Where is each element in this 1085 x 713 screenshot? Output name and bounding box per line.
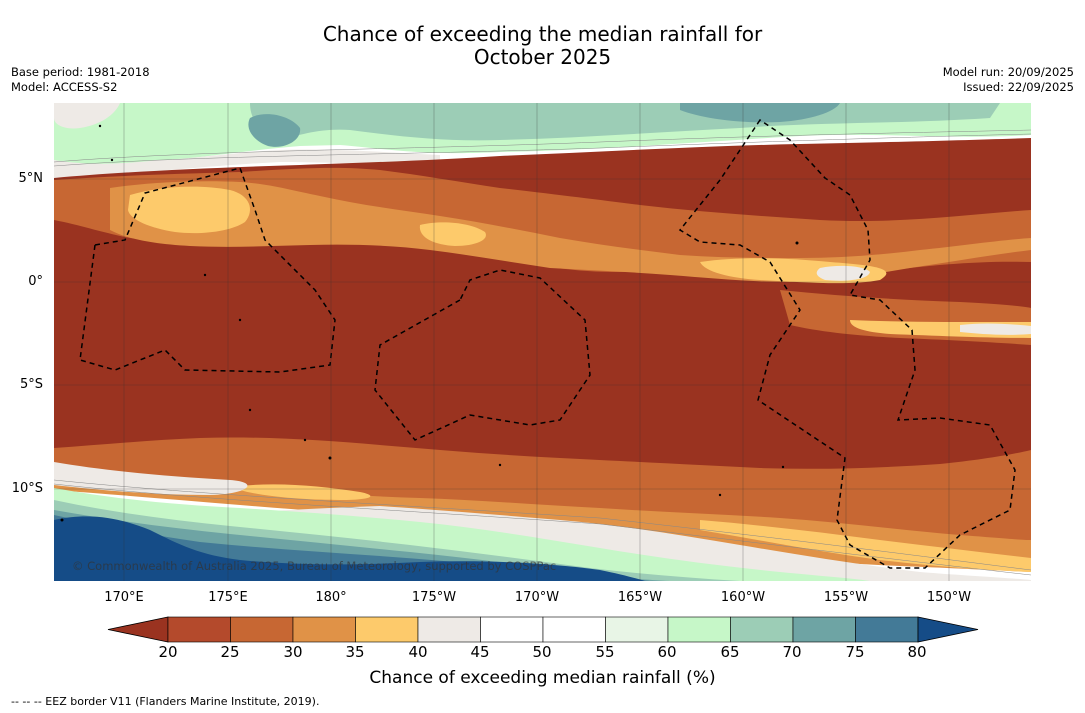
colorbar-swatch: [730, 616, 794, 643]
colorbar-arrow-high: [917, 616, 979, 643]
colorbar-label: 30: [283, 643, 303, 661]
colorbar-label: 35: [345, 643, 365, 661]
colorbar-swatch: [230, 616, 294, 643]
lat-label-0: 0°: [28, 274, 43, 289]
colorbar-swatch: [792, 616, 856, 643]
lon-label-150w: 150°W: [926, 590, 972, 605]
eez-borders: [79, 118, 1016, 569]
colorbar-swatch: [480, 616, 544, 643]
colorbar: [107, 616, 979, 643]
south-orange-band: [54, 437, 1031, 565]
islands: [60, 124, 799, 522]
colorbar-label: 75: [845, 643, 865, 661]
north-blue-blob1: [248, 114, 301, 147]
colorbar-swatch: [542, 616, 606, 643]
colorbar-label: 65: [720, 643, 740, 661]
colorbar-swatch: [855, 616, 919, 643]
colorbar-label: 50: [532, 643, 552, 661]
colorbar-label: 70: [782, 643, 802, 661]
map-field: © Commonwealth of Australia 2025, Bureau…: [54, 103, 1031, 581]
lon-label-155w: 155°W: [823, 590, 869, 605]
lon-label-165w: 165°W: [617, 590, 663, 605]
north-blue-blob2: [680, 103, 840, 123]
white-patch-east: [816, 265, 870, 281]
colorbar-swatch: [667, 616, 731, 643]
lon-label-175w: 175°W: [411, 590, 457, 605]
colorbar-label: 20: [158, 643, 178, 661]
meta-left: Base period: 1981-2018 Model: ACCESS-S2: [11, 65, 150, 95]
yellow-patch-west: [128, 186, 250, 234]
colorbar-label: 45: [470, 643, 490, 661]
issued-date: Issued: 22/09/2025: [963, 80, 1074, 94]
base-period: Base period: 1981-2018: [11, 65, 150, 79]
south-navy-band: [54, 516, 645, 581]
lat-label-10s: 10°S: [11, 481, 43, 496]
lon-label-160w: 160°W: [720, 590, 766, 605]
colorbar-arrow-low: [107, 616, 169, 643]
colorbar-swatch: [355, 616, 419, 643]
east-white-tongue: [960, 323, 1031, 335]
chart-title-line1: Chance of exceeding the median rainfall …: [322, 22, 763, 46]
chart-title-line2: October 2025: [473, 45, 612, 69]
model-name: Model: ACCESS-S2: [11, 80, 118, 94]
light-orange-band: [110, 181, 1031, 282]
colorbar-swatch: [417, 616, 481, 643]
colorbar-title: Chance of exceeding median rainfall (%): [369, 668, 716, 688]
lat-label-5s: 5°S: [19, 377, 43, 392]
gridlines: [54, 103, 1031, 581]
meta-right: Model run: 20/09/2025 Issued: 22/09/2025: [943, 65, 1074, 95]
north-white-band: [54, 149, 440, 180]
lon-label-170w: 170°W: [514, 590, 560, 605]
colorbar-label: 55: [595, 643, 615, 661]
south-yellow-band: [240, 484, 1031, 572]
lon-label-170e: 170°E: [104, 590, 144, 605]
north-white-patch: [54, 103, 120, 129]
colorbar-label: 40: [408, 643, 428, 661]
lon-label-175e: 175°E: [208, 590, 248, 605]
copyright-notice: © Commonwealth of Australia 2025, Bureau…: [72, 559, 556, 573]
eez-legend-note: -- -- -- EEZ border V11 (Flanders Marine…: [11, 695, 320, 708]
colorbar-label: 80: [907, 643, 927, 661]
colorbar-swatch: [292, 616, 356, 643]
yellow-patch-center: [419, 222, 486, 246]
model-run: Model run: 20/09/2025: [942, 65, 1074, 79]
colorbar-label: 25: [220, 643, 240, 661]
colorbar-swatch: [167, 616, 231, 643]
colorbar-label: 60: [657, 643, 677, 661]
lon-label-180: 180°: [315, 590, 347, 605]
lat-label-5n: 5°N: [18, 171, 44, 186]
colorbar-swatch: [605, 616, 669, 643]
